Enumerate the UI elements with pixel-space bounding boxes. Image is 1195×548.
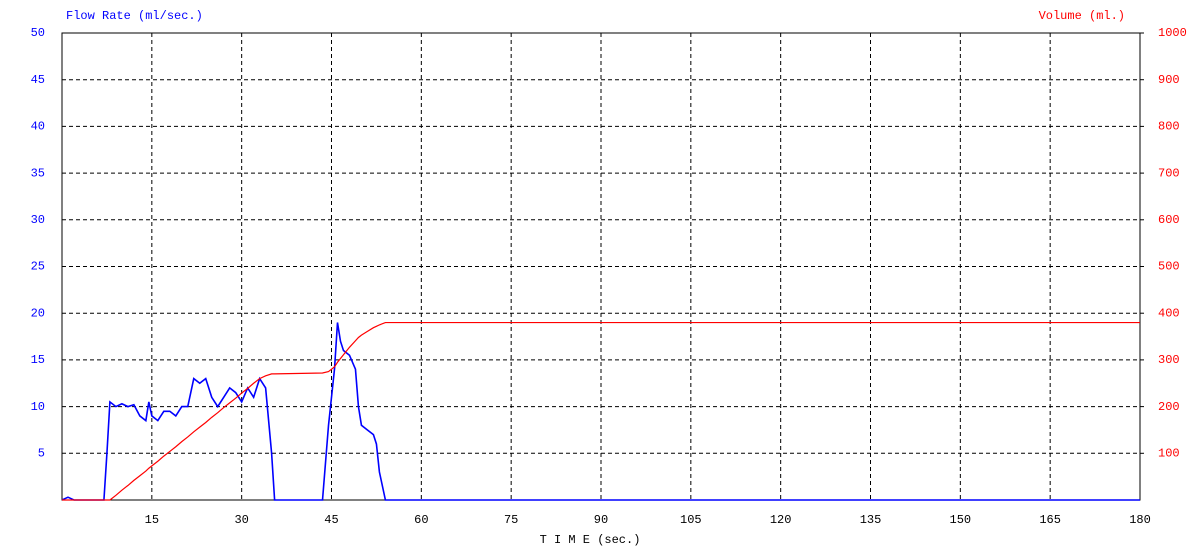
x-tick-label: 60 (414, 513, 428, 527)
x-tick-label: 15 (145, 513, 159, 527)
y2-tick-label: 900 (1158, 73, 1180, 87)
y2-tick-label: 400 (1158, 306, 1180, 320)
x-tick-label: 135 (860, 513, 882, 527)
y-tick-label: 25 (31, 260, 45, 274)
series-line (61, 322, 1140, 501)
y2-tick-label: 200 (1158, 400, 1180, 414)
y2-axis-title: Volume (ml.) (1039, 9, 1125, 23)
x-tick-label: 105 (680, 513, 702, 527)
y-axis-title: Flow Rate (ml/sec.) (66, 9, 203, 23)
x-tick-label: 90 (594, 513, 608, 527)
y2-tick-label: 100 (1158, 446, 1180, 460)
y2-tick-label: 600 (1158, 213, 1180, 227)
x-tick-label: 120 (770, 513, 792, 527)
series-line (62, 321, 1140, 501)
y-tick-label: 35 (31, 166, 45, 180)
x-tick-label: 45 (324, 513, 338, 527)
y-tick-label: 10 (31, 400, 45, 414)
x-tick-label: 150 (950, 513, 972, 527)
y-tick-label: 30 (31, 213, 45, 227)
y-tick-label: 45 (31, 73, 45, 87)
y-tick-label: 40 (31, 120, 45, 134)
y2-tick-label: 500 (1158, 260, 1180, 274)
y-tick-label: 50 (31, 26, 45, 40)
y2-tick-label: 700 (1158, 166, 1180, 180)
x-tick-label: 75 (504, 513, 518, 527)
y2-tick-label: 1000 (1158, 26, 1187, 40)
x-tick-label: 30 (234, 513, 248, 527)
y2-tick-label: 800 (1158, 120, 1180, 134)
y2-tick-label: 300 (1158, 353, 1180, 367)
x-tick-label: 165 (1039, 513, 1061, 527)
y-tick-label: 5 (38, 446, 45, 460)
y-tick-label: 15 (31, 353, 45, 367)
x-tick-label: 180 (1129, 513, 1151, 527)
y-tick-label: 20 (31, 306, 45, 320)
x-axis-title: T I M E (sec.) (540, 533, 641, 547)
